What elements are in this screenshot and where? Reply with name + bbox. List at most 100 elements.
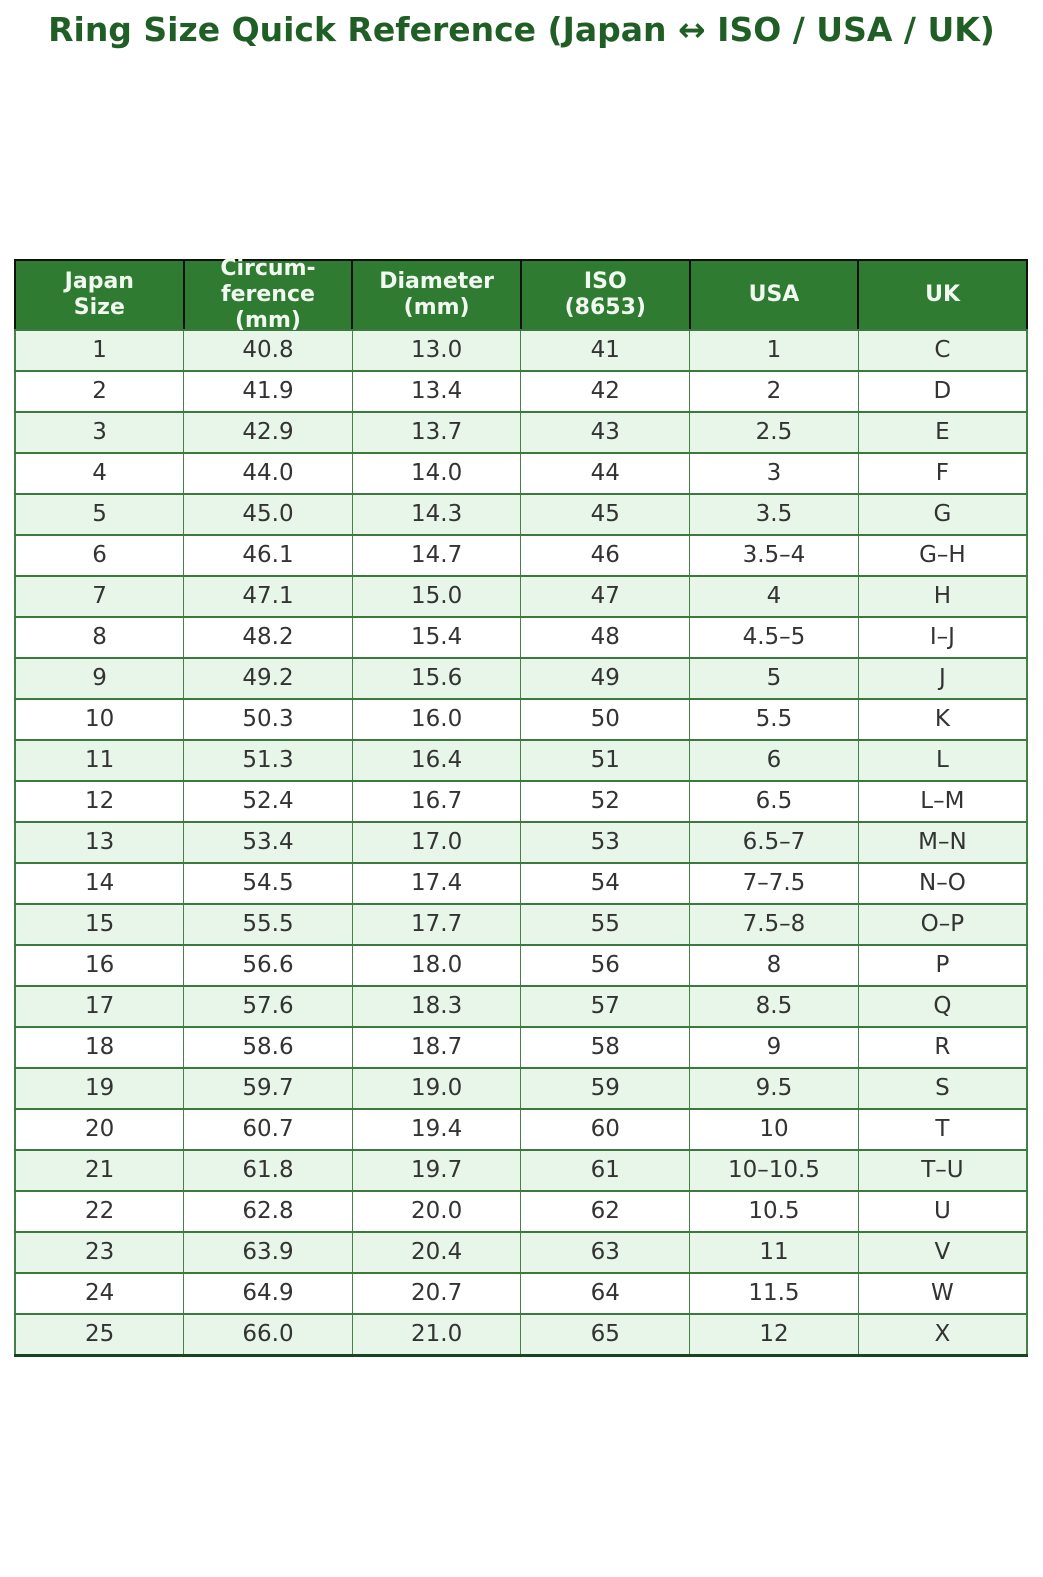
table-cell: N–O <box>857 861 1028 905</box>
table-cell: 13.4 <box>351 369 522 413</box>
table-cell: 9 <box>689 1025 859 1069</box>
table-cell: 42 <box>520 369 691 413</box>
table-cell: 55 <box>520 902 691 946</box>
table-cell: 24 <box>14 1271 185 1315</box>
table-row: 6 46.1 14.7 46 3.5–4 G–H <box>14 533 1028 577</box>
table-row: 2 41.9 13.4 42 2 D <box>14 369 1028 413</box>
table-cell: 56.6 <box>183 943 353 987</box>
table-row: 8 48.2 15.4 48 4.5–5 I–J <box>14 615 1028 659</box>
table-cell: 45 <box>520 492 691 536</box>
table-cell: 49 <box>520 656 691 700</box>
header-iso-label: ISO (8653) <box>564 268 646 320</box>
table-cell: 16.4 <box>351 738 522 782</box>
table-cell: 21 <box>14 1148 185 1192</box>
table-row: 18 58.6 18.7 58 9 R <box>14 1025 1028 1069</box>
table-cell: 7 <box>14 574 185 618</box>
table-cell: 18 <box>14 1025 185 1069</box>
table-cell: 4 <box>689 574 859 618</box>
table-cell: 13 <box>14 820 185 864</box>
table-row: 5 45.0 14.3 45 3.5 G <box>14 492 1028 536</box>
table-cell: 47.1 <box>183 574 353 618</box>
table-cell: 57 <box>520 984 691 1028</box>
table-cell: 56 <box>520 943 691 987</box>
table-cell: 47 <box>520 574 691 618</box>
table-cell: 64.9 <box>183 1271 353 1315</box>
table-row: 25 66.0 21.0 65 12 X <box>14 1312 1028 1357</box>
ring-size-table: Japan Size Circum- ference (mm) Diameter… <box>14 256 1028 1357</box>
table-row: 7 47.1 15.0 47 4 H <box>14 574 1028 618</box>
table-cell: 41.9 <box>183 369 353 413</box>
table-row: 9 49.2 15.6 49 5 J <box>14 656 1028 700</box>
table-cell: 16.0 <box>351 697 522 741</box>
header-usa-label: USA <box>748 281 800 307</box>
table-cell: F <box>857 451 1028 495</box>
table-cell: 19.7 <box>351 1148 522 1192</box>
table-row: 19 59.7 19.0 59 9.5 S <box>14 1066 1028 1110</box>
table-cell: 51.3 <box>183 738 353 782</box>
table-row: 1 40.8 13.0 41 1 C <box>14 328 1028 372</box>
table-cell: 50.3 <box>183 697 353 741</box>
table-cell: 3.5–4 <box>689 533 859 577</box>
table-cell: C <box>857 328 1028 372</box>
header-usa: USA <box>688 258 860 331</box>
header-diameter-label: Diameter (mm) <box>379 268 495 320</box>
table-cell: 23 <box>14 1230 185 1274</box>
header-cell-wrap: USA <box>691 261 858 329</box>
table-cell: 2 <box>14 369 185 413</box>
table-cell: 6.5 <box>689 779 859 823</box>
table-cell: 2.5 <box>689 410 859 454</box>
table-cell: M–N <box>857 820 1028 864</box>
header-japan-size: Japan Size <box>14 258 185 331</box>
table-cell: 11 <box>14 738 185 782</box>
table-body: 1 40.8 13.0 41 1 C 2 41.9 13.4 42 2 D 3 42.9 13.7 43 2.5… <box>14 328 1028 1357</box>
table-cell: 3 <box>14 410 185 454</box>
table-row: 14 54.5 17.4 54 7–7.5 N–O <box>14 861 1028 905</box>
table-cell: 20 <box>14 1107 185 1151</box>
table-cell: W <box>857 1271 1028 1315</box>
table-cell: 8 <box>689 943 859 987</box>
table-cell: 5 <box>689 656 859 700</box>
header-cell-wrap: ISO (8653) <box>522 261 689 329</box>
table-row: 15 55.5 17.7 55 7.5–8 O–P <box>14 902 1028 946</box>
table-cell: 15 <box>14 902 185 946</box>
table-row: 13 53.4 17.0 53 6.5–7 M–N <box>14 820 1028 864</box>
table-cell: 18.3 <box>351 984 522 1028</box>
table-cell: 5 <box>14 492 185 536</box>
table-cell: 64 <box>520 1271 691 1315</box>
table-cell: 6.5–7 <box>689 820 859 864</box>
table-cell: 6 <box>14 533 185 577</box>
table-cell: G <box>857 492 1028 536</box>
table-cell: 55.5 <box>183 902 353 946</box>
table-row: 16 56.6 18.0 56 8 P <box>14 943 1028 987</box>
table-cell: 66.0 <box>183 1312 353 1357</box>
table-cell: I–J <box>857 615 1028 659</box>
table-cell: 61 <box>520 1148 691 1192</box>
table-cell: 25 <box>14 1312 185 1357</box>
table-cell: 49.2 <box>183 656 353 700</box>
table-cell: 63.9 <box>183 1230 353 1274</box>
table-cell: 12 <box>689 1312 859 1357</box>
table-cell: D <box>857 369 1028 413</box>
table-cell: 43 <box>520 410 691 454</box>
header-iso: ISO (8653) <box>519 258 691 331</box>
table-cell: 17.7 <box>351 902 522 946</box>
table-cell: O–P <box>857 902 1028 946</box>
table-cell: 1 <box>689 328 859 372</box>
table-header-row: Japan Size Circum- ference (mm) Diameter… <box>14 256 1028 333</box>
page: { "title": "Ring Size Quick Reference (J… <box>0 8 1043 1577</box>
table-cell: 14.3 <box>351 492 522 536</box>
header-cell-wrap: Japan Size <box>16 261 183 329</box>
table-cell: 54.5 <box>183 861 353 905</box>
table-cell: 53.4 <box>183 820 353 864</box>
table-cell: V <box>857 1230 1028 1274</box>
table-cell: 17 <box>14 984 185 1028</box>
table-row: 3 42.9 13.7 43 2.5 E <box>14 410 1028 454</box>
table-cell: 10 <box>14 697 185 741</box>
table-cell: 48 <box>520 615 691 659</box>
table-row: 12 52.4 16.7 52 6.5 L–M <box>14 779 1028 823</box>
table-cell: 40.8 <box>183 328 353 372</box>
table-row: 10 50.3 16.0 50 5.5 K <box>14 697 1028 741</box>
table-cell: U <box>857 1189 1028 1233</box>
table-cell: 17.0 <box>351 820 522 864</box>
table-cell: 7–7.5 <box>689 861 859 905</box>
